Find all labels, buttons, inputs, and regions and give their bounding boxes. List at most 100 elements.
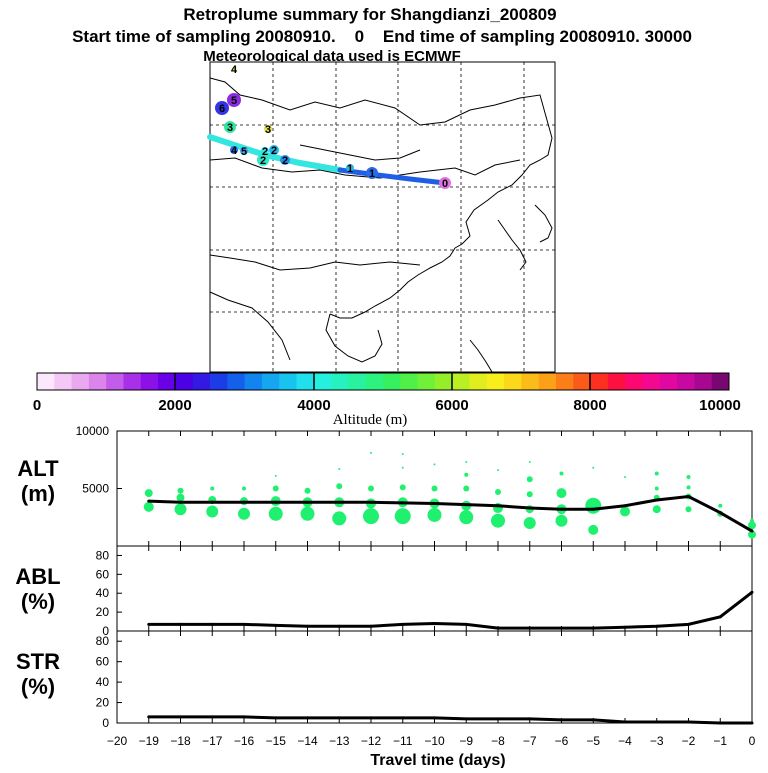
data-point: [369, 624, 373, 628]
y-tick-label: 60: [96, 567, 110, 581]
x-tick-label: −13: [329, 734, 350, 748]
svg-text:2: 2: [262, 146, 268, 158]
trajectory-cluster-marker: 2: [257, 154, 269, 167]
trajectory-cluster-marker: 0: [439, 177, 451, 190]
data-point: [528, 506, 532, 510]
colorbar-cell: [659, 373, 678, 390]
data-point: [623, 504, 627, 508]
data-point: [591, 626, 595, 630]
plume-dot: [491, 513, 505, 528]
plume-dot: [274, 474, 277, 477]
cb-tick-10000: 10000: [699, 397, 741, 414]
colorbar-cell: [469, 373, 488, 390]
x-tick-label: −6: [555, 734, 569, 748]
plume-dot: [592, 466, 595, 469]
data-point: [560, 718, 563, 722]
colorbar-cell: [607, 373, 626, 390]
colorbar-cell: [625, 373, 643, 390]
x-tick-label: −17: [202, 734, 223, 748]
y-tick-label: 0: [102, 624, 109, 638]
data-point: [750, 721, 754, 725]
data-point: [528, 717, 532, 721]
cb-tick-0: 0: [33, 397, 41, 414]
trajectory-cluster-marker: 1: [366, 167, 378, 180]
str-unit: (%): [21, 674, 55, 699]
y-tick-label: 20: [96, 696, 110, 710]
plume-dot: [304, 487, 311, 494]
trajectory-cluster-marker: 4: [230, 145, 238, 157]
colorbar-cell: [123, 373, 142, 390]
x-tick-label: −8: [491, 734, 505, 748]
colorbar-cell: [313, 373, 332, 390]
data-point: [496, 504, 500, 508]
colorbar-cell: [590, 373, 609, 390]
y-tick-label: 20: [96, 605, 110, 619]
data-point: [179, 500, 182, 504]
data-point: [274, 500, 278, 504]
x-tick-label: −7: [523, 734, 537, 748]
colorbar-cell: [37, 373, 55, 390]
plume-dot: [370, 451, 372, 454]
y-tick-label: 10000: [76, 424, 110, 438]
colorbar-cell: [711, 373, 730, 390]
data-point: [591, 507, 595, 511]
svg-text:5: 5: [231, 95, 237, 107]
data-point: [528, 626, 532, 630]
figure-title: Retroplume summary for Shangdianzi_20080…: [183, 5, 556, 24]
colorbar-cell: [227, 373, 245, 390]
plume-dot: [144, 489, 153, 498]
plume-dot: [394, 508, 411, 525]
colorbar-cell: [331, 373, 349, 390]
map-graticule: [210, 62, 555, 372]
altitude-colorbar: 0 2000 4000 6000 8000 10000 Altitude (m): [33, 372, 741, 428]
series-line-abl: [148, 591, 753, 630]
data-point: [210, 715, 214, 719]
x-tick-label: −2: [682, 734, 696, 748]
colorbar-cell: [573, 373, 591, 390]
plume-dot: [526, 476, 533, 483]
plume-dot: [748, 521, 756, 530]
data-point: [337, 716, 341, 720]
plume-dot: [238, 507, 250, 520]
svg-text:4: 4: [231, 64, 238, 76]
plume-dot: [427, 507, 442, 522]
plume-dot: [654, 471, 659, 476]
colorbar-cell: [383, 373, 401, 390]
trajectory-cluster-marker: 2: [261, 146, 269, 158]
colorbar-cell: [486, 373, 505, 390]
plume-dot: [300, 506, 315, 521]
x-tick-label: −3: [650, 734, 664, 748]
trajectory-recent: [337, 167, 448, 186]
x-tick-label: −15: [266, 734, 287, 748]
colorbar-cell: [434, 373, 453, 390]
plume-dot: [401, 466, 404, 469]
x-tick-label: −12: [361, 734, 382, 748]
plume-dot: [206, 505, 219, 518]
cb-tick-2000: 2000: [158, 397, 191, 414]
x-tick-label: −14: [297, 734, 318, 748]
y-tick-label: 40: [96, 675, 110, 689]
map-coastlines: [209, 77, 553, 373]
plume-dot: [433, 463, 436, 466]
plume-dot: [497, 469, 499, 472]
met-data-note: Meteorological data used is ECMWF: [203, 48, 461, 65]
data-point: [242, 715, 246, 719]
plume-dot: [624, 476, 626, 478]
data-point: [306, 624, 309, 628]
series-line-str: [148, 715, 752, 725]
plume-dot: [718, 503, 723, 508]
colorbar-cell: [261, 373, 280, 390]
plume-dot: [495, 488, 501, 495]
data-point: [274, 623, 278, 627]
svg-text:2: 2: [260, 155, 266, 167]
panel-alt: 5000 10000: [76, 424, 756, 547]
data-point: [147, 499, 151, 503]
plume-dot: [431, 485, 438, 492]
y-tick-label: 80: [96, 634, 110, 648]
plume-dot: [686, 485, 691, 490]
colorbar-cell: [365, 373, 384, 390]
panel-frame: [116, 630, 753, 724]
svg-text:1: 1: [369, 168, 375, 180]
data-point: [147, 715, 151, 719]
colorbar-cell: [538, 373, 557, 390]
